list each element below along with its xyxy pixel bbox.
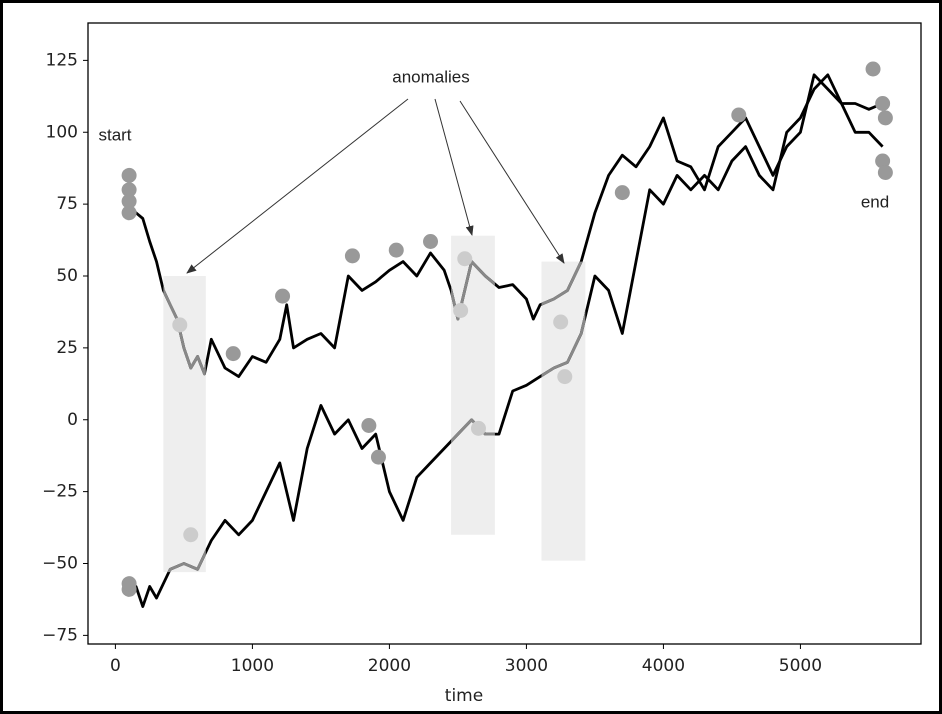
arrow [434, 98, 474, 236]
x-tick-label: 2000 [368, 656, 411, 676]
y-tick-label: −25 [42, 482, 78, 502]
y-tick-label: −75 [42, 625, 78, 645]
anomaly-point [553, 314, 569, 330]
anomaly-point [731, 107, 747, 123]
anomaly-point [370, 449, 386, 465]
anomaly-point [225, 346, 241, 362]
anomaly-point [614, 185, 630, 201]
anomaly-band [451, 235, 495, 535]
anomaly-point [121, 205, 137, 221]
anomaly-point [865, 61, 881, 77]
x-tick-label: 0 [110, 656, 121, 676]
anomaly-point [453, 303, 469, 318]
anomaly-point [121, 193, 137, 209]
y-tick-label: −50 [42, 554, 78, 574]
anomaly-point [557, 369, 573, 385]
y-tick-label: 75 [56, 194, 78, 214]
annotation: end [861, 192, 889, 211]
anomaly-point [275, 288, 291, 304]
y-tick-label: 100 [46, 122, 78, 142]
series-line [125, 73, 884, 608]
y-tick-label: 0 [67, 410, 78, 430]
anomaly-point [877, 165, 893, 180]
arrow [186, 98, 409, 274]
anomaly-point [183, 527, 199, 543]
anomaly-band [541, 261, 586, 561]
anomaly-point [877, 110, 893, 126]
annotation: start [98, 125, 131, 144]
x-tick-label: 1000 [231, 656, 274, 676]
x-tick-label: 3000 [505, 656, 548, 676]
anomaly-point [344, 248, 360, 264]
series-line-highlight [163, 235, 586, 378]
anomaly-point [875, 153, 891, 169]
arrow [459, 100, 565, 264]
annotation: anomalies [392, 67, 470, 86]
anomaly-point [121, 182, 137, 198]
x-axis-label: time [445, 686, 483, 706]
x-tick-label: 4000 [642, 656, 685, 676]
anomaly-point [121, 576, 137, 592]
anomaly-point [172, 317, 188, 333]
x-tick-label: 5000 [779, 656, 822, 676]
anomaly-point [875, 96, 891, 111]
anomaly-point [121, 167, 137, 183]
y-tick-label: 50 [56, 266, 78, 286]
anomaly-point [470, 420, 486, 436]
anomaly-point [423, 234, 439, 249]
series-line [125, 73, 884, 378]
chart: −75 −50 −25 0 25 50 75 100 125 0 1000 2000 3000 4000 5… [42, 22, 922, 706]
anomaly-point [361, 418, 377, 433]
anomaly-point [457, 251, 473, 267]
series-line-highlight [163, 235, 586, 573]
y-tick-label: 125 [46, 50, 78, 70]
y-tick-label: 25 [56, 338, 78, 358]
anomaly-point [388, 242, 404, 258]
plot-frame [87, 22, 922, 645]
